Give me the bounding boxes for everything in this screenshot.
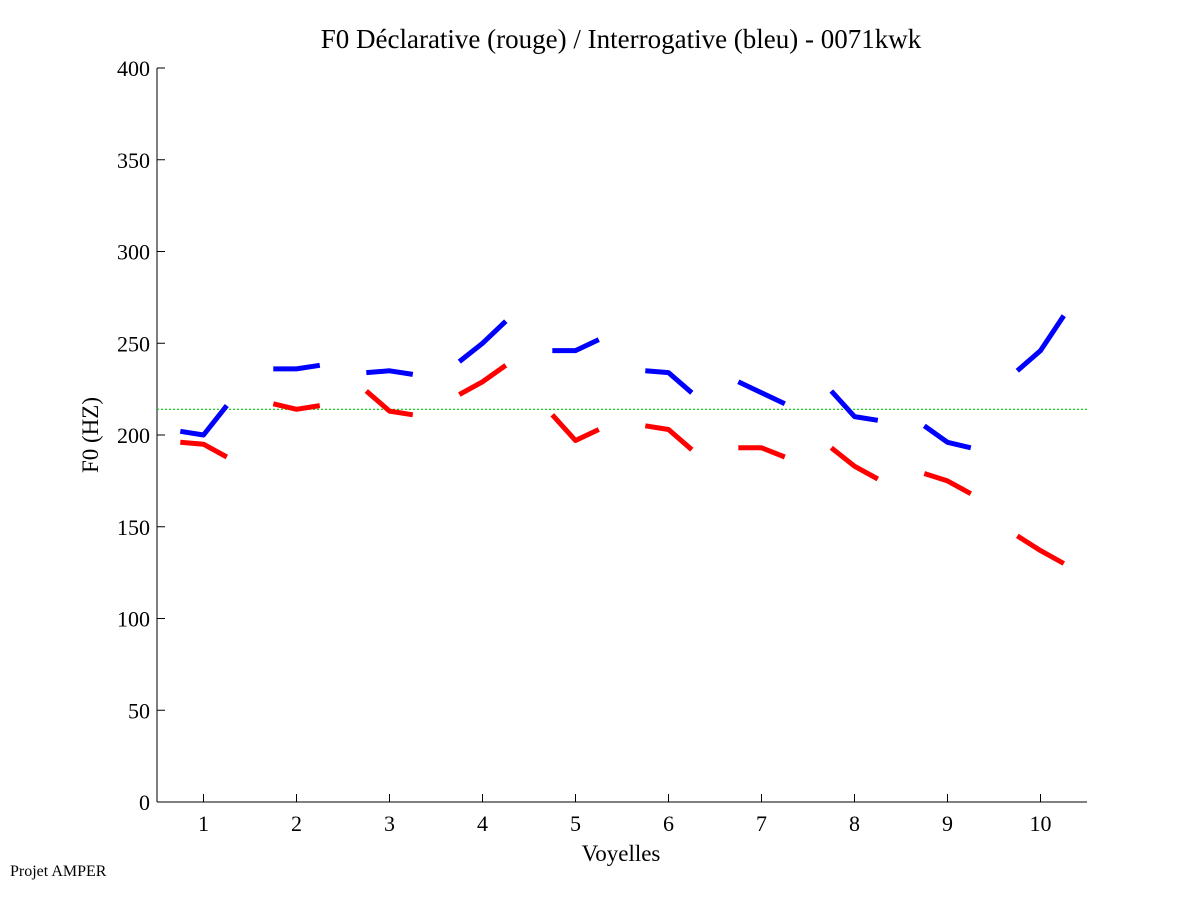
interrogative-segment-vowel-6	[645, 368, 694, 395]
y-tick-label: 100	[117, 607, 150, 632]
y-axis-label: F0 (HZ)	[78, 397, 103, 473]
y-tick-label: 300	[117, 240, 150, 265]
y-tick-label: 0	[139, 790, 150, 815]
x-tick-label: 9	[942, 811, 953, 836]
interrogative-segment-vowel-1	[179, 404, 229, 438]
interrogative-segment-vowel-7	[737, 379, 786, 407]
y-tick-label: 200	[117, 423, 150, 448]
declarative-segment-vowel-10	[1015, 533, 1066, 566]
interrogative-segment-vowel-9	[922, 423, 972, 451]
declarative-segment-vowel-6	[644, 423, 694, 452]
interrogative-segment-vowel-5	[552, 337, 600, 354]
x-tick-label: 5	[570, 811, 581, 836]
x-tick-label: 7	[756, 811, 767, 836]
x-tick-label: 2	[291, 811, 302, 836]
y-tick-label: 150	[117, 515, 150, 540]
y-tick-label: 400	[117, 56, 150, 81]
interrogative-segment-vowel-2	[273, 362, 321, 372]
x-tick-label: 10	[1030, 811, 1052, 836]
footer-credit: Projet AMPER	[10, 863, 107, 880]
declarative-segment-vowel-3	[364, 389, 414, 418]
x-axis-label: Voyelles	[582, 841, 661, 866]
declarative-segment-vowel-4	[458, 363, 508, 397]
chart-title: F0 Déclarative (rouge) / Interrogative (…	[321, 24, 922, 54]
y-tick-label: 350	[117, 148, 150, 173]
declarative-segment-vowel-2	[272, 401, 321, 412]
plot-area: 0 50 100 150 200 250 300 350 400 1 2 3 4 5 6 7 8 9 10	[117, 56, 1087, 836]
interrogative-segment-vowel-4	[457, 319, 508, 364]
interrogative-segment-vowel-3	[366, 368, 414, 377]
x-tick-label: 1	[198, 811, 209, 836]
declarative-segment-vowel-8	[829, 445, 880, 482]
declarative-segment-vowel-7	[738, 445, 786, 460]
declarative-segment-vowel-1	[180, 439, 229, 460]
x-tick-label: 6	[663, 811, 674, 836]
x-tick-label: 4	[477, 811, 488, 836]
y-tick-label: 250	[117, 331, 150, 356]
y-tick-label: 50	[128, 698, 150, 723]
declarative-segment-vowel-5	[550, 413, 600, 443]
interrogative-segment-vowel-8	[829, 389, 879, 423]
declarative-segment-vowel-9	[923, 471, 973, 496]
x-tick-label: 8	[849, 811, 860, 836]
x-tick-label: 3	[384, 811, 395, 836]
interrogative-segment-vowel-10	[1015, 314, 1066, 373]
